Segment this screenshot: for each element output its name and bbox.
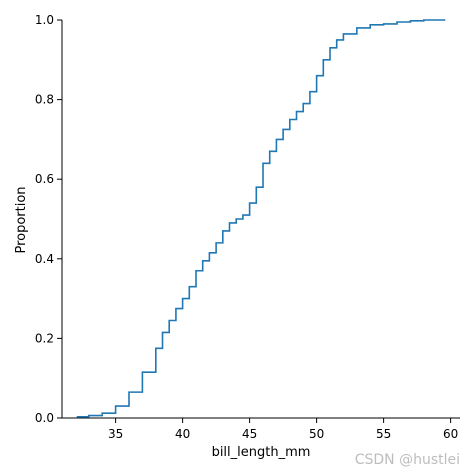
- x-tick-label: 45: [242, 427, 257, 441]
- x-tick-label: 40: [175, 427, 190, 441]
- y-tick-label: 0.2: [35, 331, 54, 345]
- y-axis-label: Proportion: [14, 186, 29, 253]
- y-tick-label: 0.0: [35, 411, 54, 425]
- x-tick-label: 50: [309, 427, 324, 441]
- ecdf-series-line: [76, 19, 446, 418]
- watermark-text: CSDN @hustlei: [355, 452, 460, 468]
- y-tick-label: 0.8: [35, 93, 54, 107]
- x-tick-label: 35: [108, 427, 123, 441]
- x-tick-label: 55: [376, 427, 391, 441]
- y-tick-label: 1.0: [35, 13, 54, 27]
- x-tick-label: 60: [443, 427, 458, 441]
- x-axis-label: bill_length_mm: [212, 445, 311, 460]
- y-tick-label: 0.4: [35, 252, 54, 266]
- plot-area: 35 40 45 50 55 60 0.0 0.2 0.4 0.6 0.8 1.0: [35, 13, 460, 441]
- y-tick-label: 0.6: [35, 172, 54, 186]
